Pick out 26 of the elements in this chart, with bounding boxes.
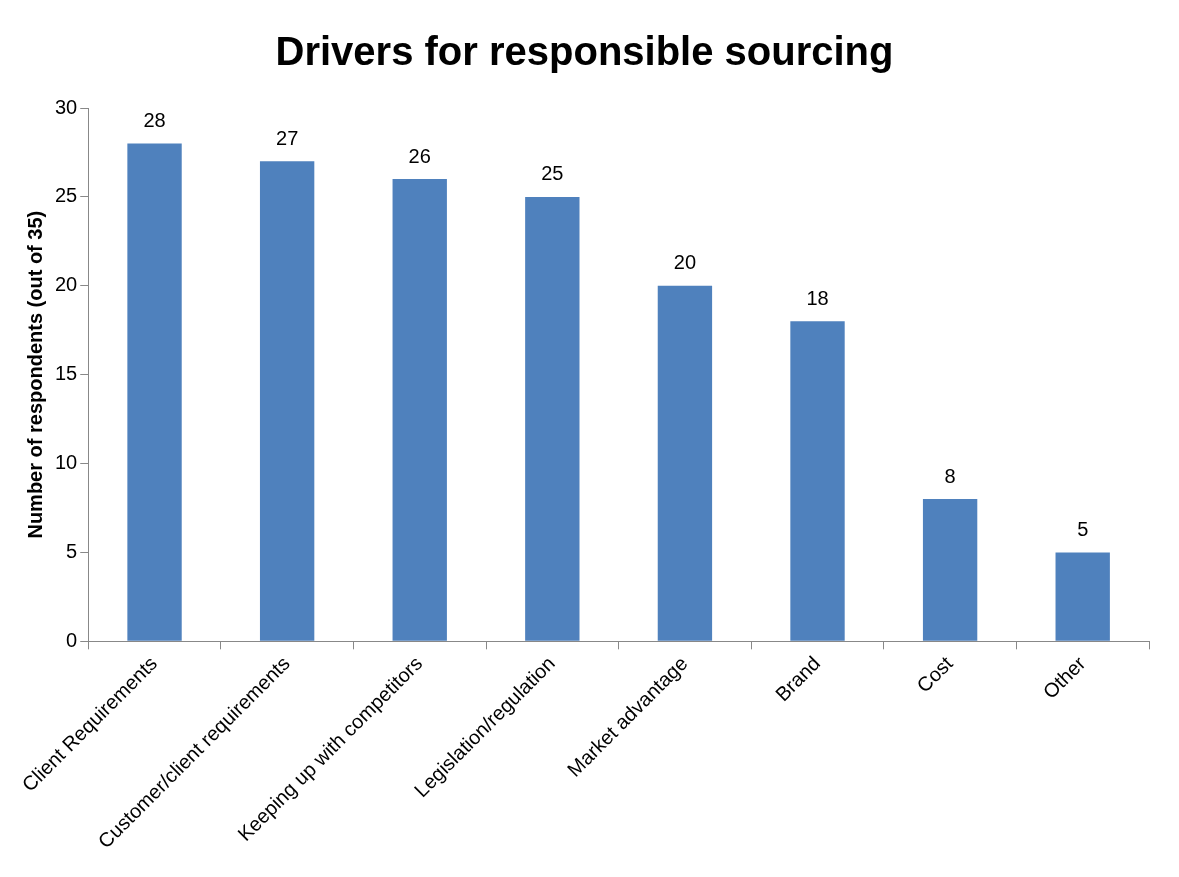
data-label: 27 [276, 126, 299, 149]
bar [1055, 552, 1110, 641]
data-label: 20 [673, 251, 697, 274]
data-label: 5 [1077, 517, 1089, 540]
data-label: 25 [541, 162, 564, 185]
x-tick-label: Cost [912, 651, 958, 697]
bar [392, 179, 447, 641]
y-tick-label: 15 [55, 362, 78, 385]
bar [922, 499, 978, 641]
y-tick-label: 10 [55, 451, 78, 474]
bar [790, 321, 845, 641]
data-label: 18 [806, 286, 829, 309]
y-tick-label: 0 [66, 628, 78, 651]
bar [525, 196, 580, 641]
bar [259, 161, 315, 641]
y-tick-label: 25 [55, 184, 78, 207]
data-label: 26 [408, 144, 431, 167]
bar [657, 285, 713, 641]
y-tick-label: 20 [55, 273, 78, 296]
y-tick-label: 5 [66, 539, 78, 562]
data-label: 28 [143, 109, 166, 132]
y-tick-label: 30 [55, 95, 78, 118]
chart-title: Drivers for responsible sourcing [275, 29, 894, 74]
data-label: 8 [944, 464, 956, 487]
bar [127, 143, 182, 641]
y-axis-title: Number of respondents (out of 35) [23, 210, 46, 539]
